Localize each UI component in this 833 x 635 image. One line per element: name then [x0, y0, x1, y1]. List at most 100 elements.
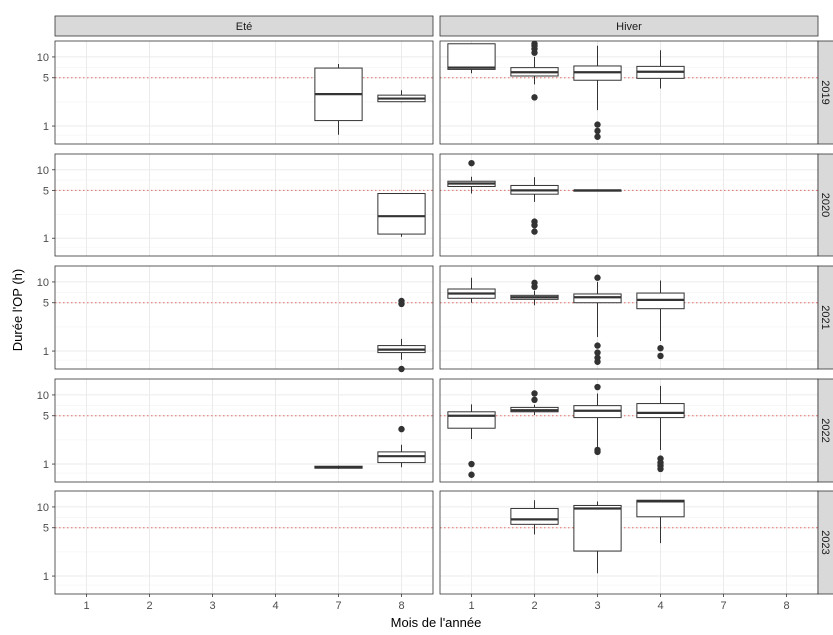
panel-background [440, 491, 818, 594]
y-tick-label: 10 [37, 277, 49, 289]
boxplot [573, 274, 622, 365]
panel-background [55, 379, 433, 482]
outlier-point [594, 342, 601, 349]
x-tick-label: 8 [783, 600, 789, 612]
boxplot [377, 90, 426, 103]
box [636, 403, 685, 419]
outlier-point [531, 218, 538, 225]
row-strip [817, 153, 833, 257]
row-strip-label: 2023 [819, 530, 831, 554]
panel-border [54, 40, 434, 145]
row-strip [817, 265, 833, 370]
panel [54, 490, 434, 595]
boxplot [573, 383, 622, 456]
row-strip [817, 40, 833, 145]
x-tick-label: 4 [272, 600, 278, 612]
y-tick-label: 1 [43, 346, 49, 358]
box [447, 411, 496, 429]
x-axis-title: Mois de l'année [391, 615, 482, 630]
boxplot [377, 425, 426, 468]
row-strip-label: 2021 [819, 305, 831, 329]
boxplot [447, 404, 496, 478]
y-tick-label: 1 [43, 121, 49, 133]
row-strip [817, 490, 833, 595]
box [636, 499, 685, 518]
y-tick-label: 10 [37, 502, 49, 514]
y-tick-label: 5 [43, 73, 49, 85]
y-axis-title: Durée l'OP (h) [10, 269, 25, 351]
outlier-point [468, 471, 475, 478]
outlier-point [531, 279, 538, 287]
outlier-point [468, 460, 475, 468]
panel [439, 153, 819, 257]
outlier-point [468, 159, 475, 167]
x-tick-label: 8 [398, 600, 404, 612]
y-tick-label: 5 [43, 185, 49, 197]
boxplot [377, 193, 426, 237]
y-tick-label: 10 [37, 390, 49, 402]
panel-background [55, 266, 433, 369]
facet-strip [54, 15, 434, 37]
panel [54, 265, 434, 373]
panel-border [54, 153, 434, 257]
boxplot [510, 279, 559, 306]
outlier-point [594, 133, 601, 140]
panel [54, 153, 434, 257]
row-strip [817, 378, 833, 483]
boxplot [447, 159, 496, 194]
outlier-point [594, 127, 601, 135]
y-tick-label: 1 [43, 459, 49, 471]
facet-strip-label: Hiver [616, 21, 642, 33]
panel [439, 490, 819, 595]
panel-border [54, 378, 434, 483]
panel-border [54, 265, 434, 370]
boxplot [447, 277, 496, 303]
panel-border [54, 490, 434, 595]
outlier-point [594, 121, 601, 128]
panel-background [55, 154, 433, 256]
outlier-point [594, 383, 601, 391]
panel-background [440, 379, 818, 482]
outlier-point [657, 344, 664, 352]
y-tick-label: 5 [43, 523, 49, 535]
y-tick-label: 10 [37, 52, 49, 64]
outlier-point [531, 396, 538, 404]
panel [439, 378, 819, 483]
boxplot [636, 280, 685, 360]
outlier-point [398, 297, 405, 305]
x-tick-label: 3 [594, 600, 600, 612]
y-tick-label: 10 [37, 165, 49, 177]
panel-background [440, 41, 818, 144]
boxplot [377, 297, 426, 373]
boxplot [510, 177, 559, 235]
x-tick-label: 7 [335, 600, 341, 612]
x-tick-label: 1 [468, 600, 474, 612]
outlier-point [594, 354, 601, 361]
y-tick-label: 5 [43, 411, 49, 423]
strip-layer: Eté Hiver 2019 2020 2021 2022 2023 [54, 15, 833, 595]
boxplot [573, 45, 622, 140]
row-strip-label: 2019 [819, 80, 831, 104]
panel-background [440, 266, 818, 369]
box [510, 507, 559, 525]
box [377, 193, 426, 235]
outlier-point [398, 425, 405, 433]
x-tick-label: 3 [209, 600, 215, 612]
boxplot [510, 500, 559, 535]
panel [439, 265, 819, 370]
boxplot [636, 385, 685, 473]
x-tick-label: 2 [531, 600, 537, 612]
x-tick-label: 2 [146, 600, 152, 612]
row-strip-label: 2020 [819, 193, 831, 217]
outlier-point [531, 40, 538, 47]
y-tick-label: 1 [43, 571, 49, 583]
outlier-point [531, 228, 538, 235]
facet-strip [439, 15, 819, 37]
outlier-point [594, 349, 601, 356]
row-strip-label: 2022 [819, 418, 831, 442]
boxplot [447, 43, 496, 74]
panel [439, 40, 819, 145]
outlier-point [657, 455, 664, 462]
